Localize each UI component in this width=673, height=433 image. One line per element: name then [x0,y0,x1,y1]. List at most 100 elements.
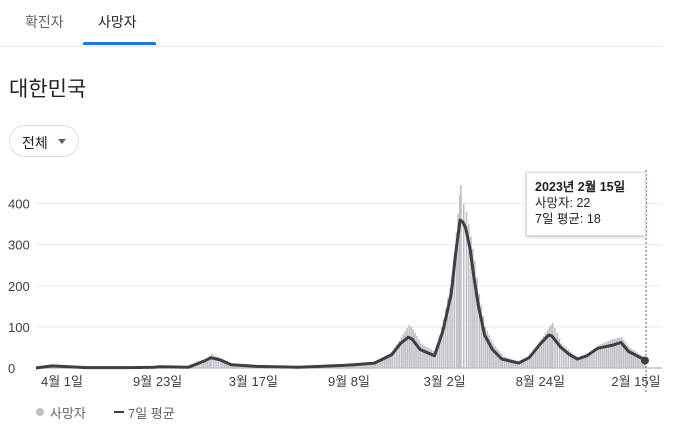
deaths-bar [518,361,521,368]
deaths-bar [372,362,374,368]
selected-tab-indicator [83,42,156,45]
deaths-bar [531,352,533,368]
deaths-bar [520,360,523,368]
deaths-bar [412,328,414,368]
deaths-bar [620,337,623,368]
tooltip-deaths: 사망자: 22 [535,196,591,210]
deaths-bar [217,356,220,368]
deaths-bar [514,360,516,368]
deaths-bar [205,359,207,368]
deaths-bar [374,361,376,368]
tab-bar: 확진자 사망자 [0,0,662,47]
deaths-bar [194,364,197,368]
legend-average-swatch [114,411,124,413]
deaths-bar [626,344,629,368]
deaths-bar [609,340,612,368]
deaths-bar [418,339,420,368]
deaths-bar [490,339,493,368]
deaths-bar [538,341,541,368]
deaths-bar [389,352,392,368]
deaths-bar [474,261,476,368]
deaths-bar [203,360,205,368]
deaths-bar [603,342,606,368]
tooltip-date: 2023년 2월 15일 [535,180,626,194]
deaths-bar [370,362,372,368]
deaths-bars [38,185,646,368]
y-tick-label: 100 [8,320,30,335]
x-tick-label: 3월 17일 [229,374,278,389]
deaths-bar [496,348,498,368]
deaths-bar [391,351,394,368]
deaths-bar [467,224,470,368]
deaths-bar [575,356,578,368]
deaths-bar [499,353,502,368]
x-tick-label: 9월 8일 [328,374,370,389]
deaths-bar [215,355,217,368]
deaths-bar [558,338,561,368]
legend-deaths-label: 사망자 [50,406,86,421]
deaths-bar [501,355,504,368]
deaths-bar [208,355,211,368]
deaths-bar [476,277,478,368]
deaths-bar [589,351,591,368]
range-dropdown[interactable]: 전체 [9,125,79,157]
deaths-chart[interactable]: 0 100 200 300 400 4월 1일 9월 23일 3월 17일 9월 8일 3월 2일… [0,165,673,395]
tooltip-average: 7일 평균: 18 [535,212,601,226]
deaths-bar [449,287,451,368]
deaths-bar [512,359,514,368]
deaths-bar [565,347,567,368]
deaths-bar [387,353,390,368]
deaths-bar [534,347,537,368]
deaths-bar [579,356,582,368]
deaths-bar [546,329,549,368]
deaths-bar [470,236,472,368]
deaths-bar [533,350,535,368]
deaths-bar [380,358,382,368]
deaths-bar [420,343,422,368]
caret-down-icon [58,139,66,144]
deaths-bar [400,337,403,368]
deaths-bar [585,354,587,368]
x-tick-label: 3월 2일 [424,374,466,389]
deaths-bar [225,360,228,368]
x-tick-label: 9월 23일 [133,374,182,389]
deaths-bar [424,345,426,368]
deaths-bar [548,326,551,368]
deaths-bar [460,185,462,368]
deaths-bar [630,348,633,368]
deaths-bar [524,358,527,368]
x-tick-label: 8월 24일 [516,374,565,389]
deaths-bar [432,350,435,368]
deaths-bar [498,350,500,368]
deaths-bar [212,354,215,368]
deaths-bar [383,356,386,368]
deaths-bar [472,248,474,368]
deaths-bar [436,343,439,368]
deaths-bar [196,363,199,368]
deaths-bar [408,324,410,368]
deaths-bar [207,357,209,368]
deaths-bar [428,348,430,368]
tab-confirmed[interactable]: 확진자 [25,14,64,30]
y-tick-label: 300 [8,238,30,253]
y-tick-label: 200 [8,279,30,294]
deaths-bar [465,211,468,368]
deaths-bar [368,362,370,368]
deaths-bar [364,362,366,368]
deaths-bar [402,334,405,368]
deaths-bar [492,343,494,368]
deaths-bar [587,353,589,368]
deaths-bar [624,342,627,368]
deaths-bar [422,344,424,368]
deaths-bar [634,351,637,368]
deaths-bar [376,360,378,368]
deaths-bar [611,339,614,368]
x-tick-label: 4월 1일 [41,374,83,389]
tab-deaths[interactable]: 사망자 [98,14,137,30]
deaths-bar [617,337,619,368]
deaths-bar [560,343,563,368]
hover-point [641,356,649,365]
deaths-bar [404,331,407,368]
deaths-bar [593,348,595,368]
chart-tooltip: 2023년 2월 15일 사망자: 22 7일 평균: 18 [526,172,646,236]
